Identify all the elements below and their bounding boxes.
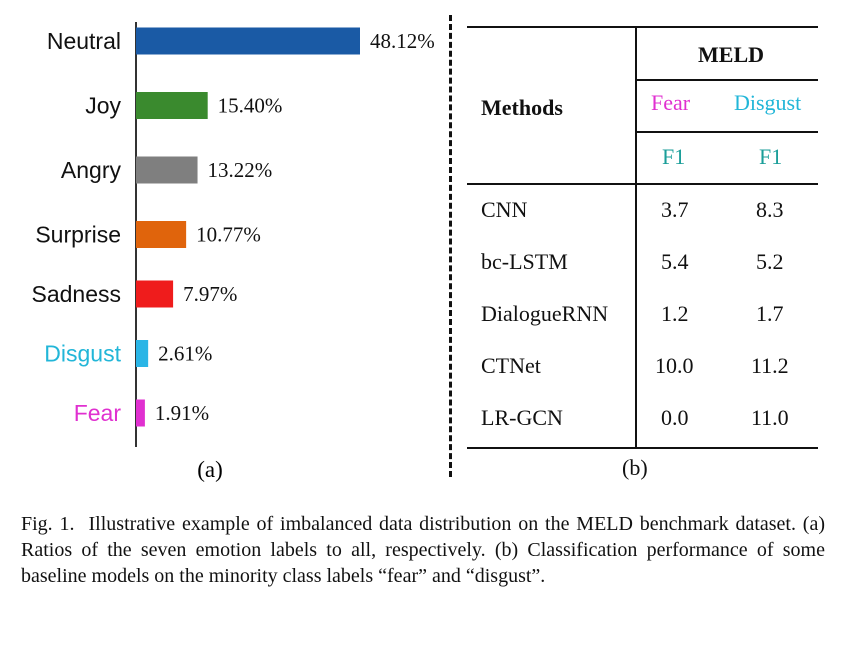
row-method: bc-LSTM bbox=[481, 249, 568, 274]
row-disgust-f1: 8.3 bbox=[756, 197, 784, 222]
bar-disgust bbox=[136, 340, 149, 367]
row-fear-f1: 0.0 bbox=[661, 405, 689, 430]
bar-sadness bbox=[136, 280, 174, 308]
table-top-rule bbox=[467, 26, 818, 28]
row-method: DialogueRNN bbox=[481, 301, 609, 326]
class-header-fear: Fear bbox=[651, 90, 691, 115]
row-method: CTNet bbox=[481, 353, 541, 378]
row-disgust-f1: 11.2 bbox=[751, 353, 789, 378]
category-label: Disgust bbox=[44, 341, 121, 367]
table-bottom-rule bbox=[467, 447, 818, 449]
emotion-distribution-chart: Neutral 48.12% Joy 15.40% Angry 13.22% Surpris… bbox=[31, 22, 435, 482]
bar-surprise bbox=[136, 221, 187, 248]
row-method: CNN bbox=[481, 197, 528, 222]
category-label: Surprise bbox=[35, 222, 121, 248]
category-label: Fear bbox=[74, 400, 122, 426]
category-label: Neutral bbox=[47, 28, 121, 54]
caption-label: Fig. 1. bbox=[21, 513, 75, 535]
value-label: 15.40% bbox=[218, 94, 283, 118]
row-disgust-f1: 5.2 bbox=[756, 249, 784, 274]
figure-caption: Fig. 1. Illustrative example of imbalance… bbox=[21, 511, 825, 589]
row-disgust-f1: 1.7 bbox=[756, 301, 784, 326]
row-fear-f1: 3.7 bbox=[661, 197, 689, 222]
subfigure-label-b: (b) bbox=[622, 455, 648, 480]
caption-text: Illustrative example of imbalanced data … bbox=[21, 513, 825, 587]
value-label: 13.22% bbox=[208, 158, 273, 182]
row-method: LR-GCN bbox=[481, 405, 563, 430]
category-label: Joy bbox=[85, 93, 121, 119]
metric-header-disgust: F1 bbox=[759, 144, 783, 169]
table-header-rule bbox=[467, 183, 818, 185]
value-label: 48.12% bbox=[370, 29, 435, 53]
row-fear-f1: 10.0 bbox=[655, 353, 694, 378]
table-class-rule bbox=[637, 131, 818, 133]
row-fear-f1: 1.2 bbox=[661, 301, 689, 326]
row-fear-f1: 5.4 bbox=[661, 249, 689, 274]
metric-header-fear: F1 bbox=[662, 144, 686, 169]
dataset-header: MELD bbox=[698, 42, 764, 67]
methods-header: Methods bbox=[481, 95, 563, 120]
value-label: 1.91% bbox=[155, 401, 209, 425]
value-label: 2.61% bbox=[158, 342, 212, 366]
subfigure-label-a: (a) bbox=[197, 457, 223, 482]
category-label: Angry bbox=[61, 157, 122, 183]
dashed-divider bbox=[449, 15, 452, 477]
class-header-disgust: Disgust bbox=[734, 90, 802, 115]
bar-joy bbox=[136, 92, 208, 119]
value-label: 10.77% bbox=[196, 223, 261, 247]
category-label: Sadness bbox=[31, 281, 121, 307]
bar-angry bbox=[136, 156, 198, 184]
bar-fear bbox=[136, 399, 145, 427]
row-disgust-f1: 11.0 bbox=[751, 405, 789, 430]
value-label: 7.97% bbox=[183, 282, 237, 306]
bar-neutral bbox=[136, 27, 360, 55]
table-column-rule bbox=[635, 26, 637, 449]
table-meld-rule bbox=[637, 79, 818, 81]
